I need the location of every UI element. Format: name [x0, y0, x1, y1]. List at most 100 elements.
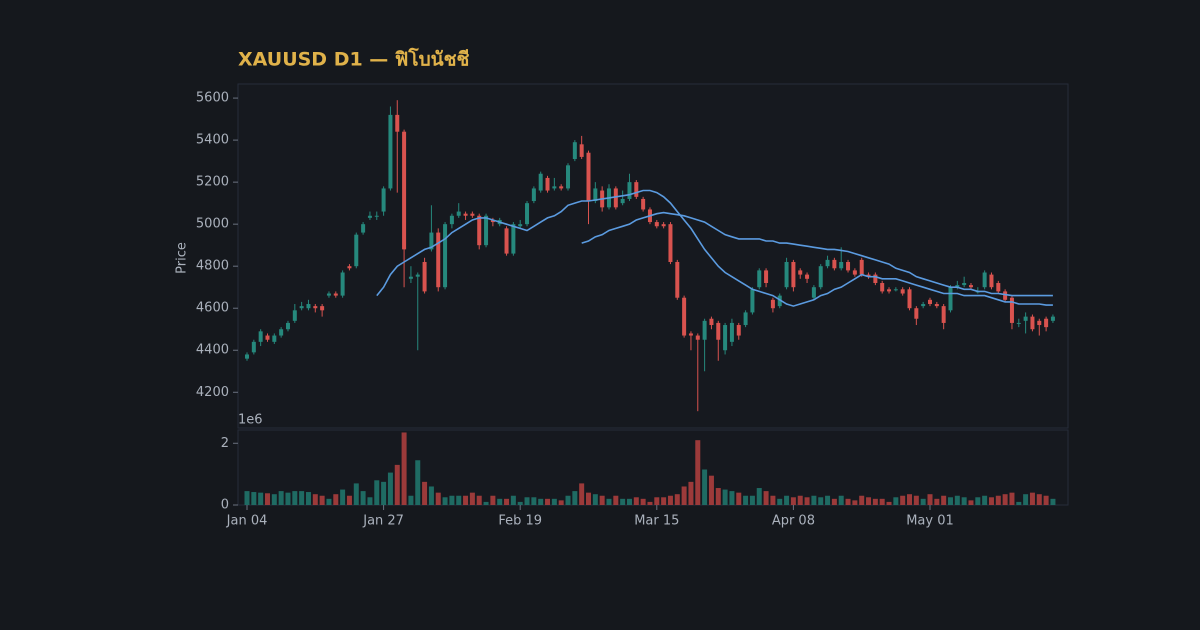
volume-bar [613, 495, 619, 505]
candle-body [443, 224, 448, 288]
volume-bar [825, 495, 831, 505]
volume-bar [538, 498, 544, 505]
candle-body [326, 293, 331, 296]
volume-bar [579, 483, 585, 505]
x-tick-label: Jan 27 [362, 514, 404, 529]
volume-bar [1043, 495, 1049, 505]
candle-body [361, 224, 366, 233]
volume-bar [333, 494, 339, 505]
candle-body [299, 306, 304, 309]
volume-bar [947, 497, 953, 505]
volume-bar [545, 498, 551, 505]
volume-y-tick-label: 0 [221, 498, 229, 513]
candle-body [968, 285, 973, 288]
candle-body [1023, 316, 1028, 321]
candle-body [552, 186, 557, 189]
volume-bar [961, 497, 967, 505]
candle-body [1016, 322, 1021, 324]
x-tick-label: Mar 15 [634, 514, 679, 529]
volume-bar [1009, 492, 1015, 505]
candle-body [675, 261, 680, 298]
y-tick-label: 5600 [196, 91, 229, 106]
candle-body [661, 224, 666, 227]
volume-bar [934, 498, 940, 505]
candle-body [272, 335, 277, 342]
candle-body [1050, 316, 1055, 321]
y-tick-label: 5200 [196, 175, 229, 190]
y-tick-label: 4800 [196, 259, 229, 274]
candle-body [313, 306, 318, 309]
volume-bar [777, 498, 783, 505]
candle-body [402, 131, 407, 250]
volume-bar [381, 481, 387, 505]
x-tick-label: Feb 19 [498, 514, 542, 529]
candle-body [572, 142, 577, 160]
chart-title: XAUUSD D1 — ฟิโบนัชชี [238, 48, 470, 71]
volume-bar [661, 497, 667, 505]
candle-body [285, 322, 290, 330]
volume-bar [886, 501, 892, 505]
volume-bar [572, 491, 578, 505]
volume-bar [633, 497, 639, 505]
candle-body [566, 165, 571, 189]
candle-body [518, 224, 523, 227]
volume-bar [859, 495, 865, 505]
volume-bar [428, 486, 434, 505]
volume-bar [626, 498, 632, 505]
volume-bar [1002, 494, 1008, 505]
volume-bar [1029, 492, 1035, 505]
volume-bar [469, 492, 475, 505]
candle-body [723, 325, 728, 351]
volume-bar [1016, 501, 1022, 505]
volume-bar [941, 495, 947, 505]
volume-bar [1036, 494, 1042, 505]
volume-bar [565, 495, 571, 505]
candle-body [477, 215, 482, 246]
candle-body [750, 289, 755, 313]
candle-body [948, 287, 953, 311]
candle-body [941, 306, 946, 323]
volume-bar [866, 497, 872, 505]
volume-bar [818, 497, 824, 505]
volume-bar [797, 495, 803, 505]
candle-body [586, 152, 591, 202]
volume-bar [456, 495, 462, 505]
candle-body [1037, 320, 1042, 326]
candle-body [688, 333, 693, 336]
candle-body [784, 261, 789, 288]
x-tick-label: May 01 [906, 514, 954, 529]
volume-bar [831, 498, 837, 505]
volume-bar [715, 488, 721, 505]
volume-bar [743, 495, 749, 505]
volume-offset-label: 1e6 [238, 413, 263, 428]
volume-bar [708, 475, 714, 505]
volume-bar [1050, 498, 1056, 505]
x-tick-label: Jan 04 [226, 514, 268, 529]
candle-body [258, 331, 263, 342]
candle-body [764, 270, 769, 284]
volume-bar [387, 472, 393, 505]
volume-bar [285, 492, 291, 505]
candle-body [770, 299, 775, 309]
volume-bar [258, 492, 264, 505]
candle-body [729, 322, 734, 342]
candle-body [538, 173, 543, 191]
candle-body [306, 304, 311, 309]
volume-bar [353, 483, 359, 505]
candle-body [682, 297, 687, 336]
volume-bar [982, 495, 988, 505]
candle-body [668, 224, 673, 262]
volume-bar [299, 491, 305, 505]
candle-body [982, 272, 987, 288]
candle-body [593, 188, 598, 202]
volume-bar [681, 486, 687, 505]
volume-bar [763, 491, 769, 505]
candle-body [511, 224, 516, 254]
candle-body [859, 259, 864, 275]
volume-bar [654, 497, 660, 505]
candle-body [470, 213, 475, 216]
volume-bar [790, 497, 796, 505]
candle-body [852, 270, 857, 275]
candle-body [702, 320, 707, 340]
